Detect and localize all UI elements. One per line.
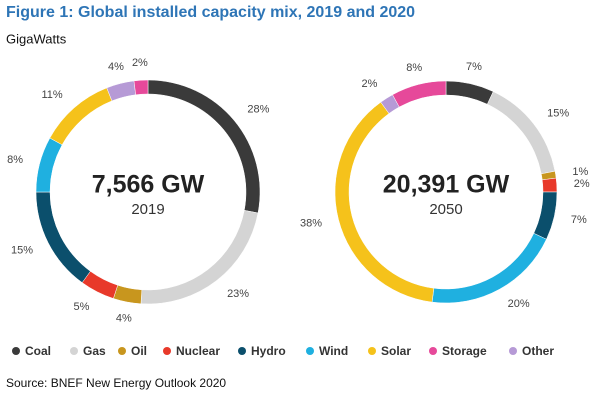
legend-label: Storage [442, 344, 487, 358]
legend-swatch [509, 347, 517, 355]
value-label: 7% [571, 214, 587, 226]
source: Source: BNEF New Energy Outlook 2020 [6, 376, 226, 390]
value-label: 2% [132, 57, 148, 69]
legend-swatch [238, 347, 246, 355]
value-label: 2% [574, 178, 590, 190]
donut-segment [445, 80, 494, 105]
value-label: 8% [406, 62, 422, 74]
donut-segment [533, 191, 558, 240]
legend-label: Wind [319, 344, 348, 358]
legend-label: Other [522, 344, 554, 358]
legend-label: Oil [131, 344, 147, 358]
donut-segment [486, 91, 556, 175]
value-label: 15% [547, 107, 569, 119]
donut-segment [133, 79, 149, 96]
legend-label: Gas [83, 344, 106, 358]
donut-segment [541, 177, 558, 193]
value-label: 4% [108, 61, 124, 73]
value-label: 20% [508, 298, 530, 310]
value-label: 5% [74, 301, 90, 313]
donut-segment [392, 80, 447, 108]
value-label: 38% [300, 218, 322, 230]
donut-segment [113, 284, 143, 305]
figure-title: Figure 1: Global installed capacity mix,… [6, 4, 415, 21]
legend-swatch [306, 347, 314, 355]
legend-label: Solar [381, 344, 411, 358]
value-label: 4% [116, 313, 132, 325]
center-sublabel: 2019 [131, 201, 164, 218]
legend-swatch [368, 347, 376, 355]
value-label: 7% [466, 61, 482, 73]
legend-swatch [70, 347, 78, 355]
center-label: 7,566 GW [92, 171, 205, 199]
donut-segment [35, 137, 63, 193]
donut-segment [35, 191, 91, 283]
legend-swatch [118, 347, 126, 355]
donut-segment [334, 101, 435, 303]
value-label: 23% [227, 288, 249, 300]
donut-segment [106, 80, 136, 102]
value-label: 2% [362, 78, 378, 90]
value-label: 1% [572, 166, 588, 178]
value-label: 11% [41, 89, 62, 101]
legend-label: Nuclear [176, 344, 220, 358]
center-sublabel: 2050 [429, 201, 462, 218]
donut-segment [431, 232, 547, 304]
legend-swatch [12, 347, 20, 355]
legend-label: Coal [25, 344, 51, 358]
value-label: 28% [247, 104, 269, 116]
value-label: 8% [7, 154, 23, 166]
subtitle: GigaWatts [6, 31, 67, 46]
value-label: 15% [11, 244, 33, 256]
center-label: 20,391 GW [383, 171, 510, 199]
legend-swatch [163, 347, 171, 355]
legend-label: Hydro [251, 344, 286, 358]
legend-swatch [429, 347, 437, 355]
